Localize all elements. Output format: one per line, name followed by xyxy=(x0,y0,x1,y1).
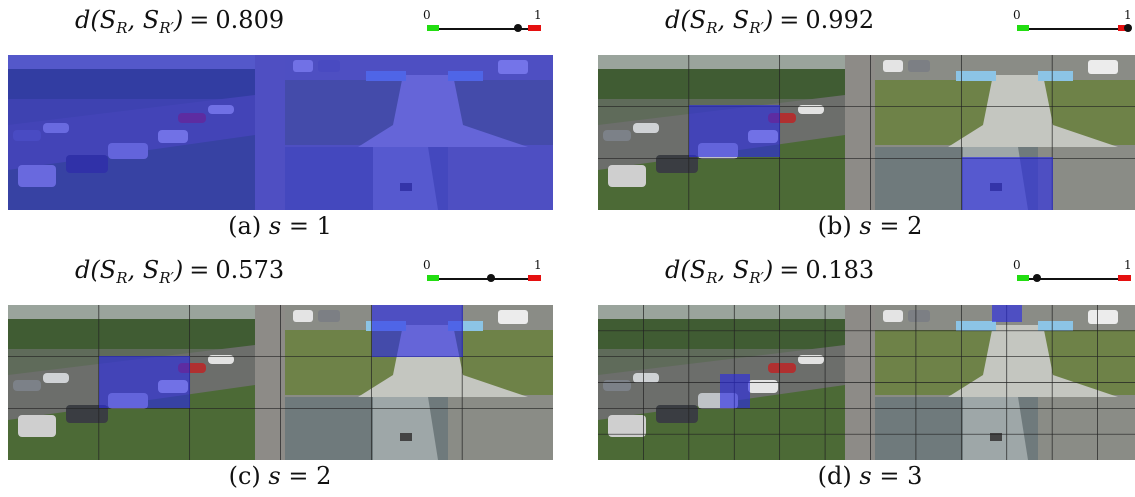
scale-line xyxy=(427,28,539,30)
score-scale: 0 1 xyxy=(1010,8,1135,38)
scale-max-label: 1 xyxy=(1124,8,1132,22)
distance-value: 0.992 xyxy=(805,6,875,34)
panel-c: d(SR, SR′) = 0.573 0 1 (c) s = 2 xyxy=(5,250,555,495)
scale-bad-segment xyxy=(528,25,541,31)
scale-min-label: 0 xyxy=(1013,8,1021,22)
scale-bad-segment xyxy=(528,275,541,281)
distance-value: 0.573 xyxy=(215,256,285,284)
score-marker xyxy=(487,274,496,282)
subfigure-caption: (c) s = 2 xyxy=(228,462,332,490)
scale-max-label: 1 xyxy=(1124,258,1132,272)
distance-formula: d(SR, SR′) = 0.573 xyxy=(75,256,285,287)
score-scale: 0 1 xyxy=(1010,258,1135,288)
panel-b: d(SR, SR′) = 0.992 0 1 (b) s = 2 xyxy=(595,0,1135,245)
scale-line xyxy=(1017,28,1129,30)
distance-formula: d(SR, SR′) = 0.992 xyxy=(665,6,875,37)
distance-value: 0.809 xyxy=(215,6,285,34)
distance-value: 0.183 xyxy=(805,256,875,284)
score-scale: 0 1 xyxy=(420,8,545,38)
scale-min-label: 0 xyxy=(423,258,431,272)
subfigure-caption: (b) s = 2 xyxy=(817,212,923,240)
scene-image xyxy=(598,55,1135,210)
scene-image xyxy=(8,305,553,460)
scale-max-label: 1 xyxy=(534,8,542,22)
scale-line xyxy=(427,278,539,280)
score-scale: 0 1 xyxy=(420,258,545,288)
subfigure-caption: (d) s = 3 xyxy=(817,462,923,490)
scale-min-label: 0 xyxy=(1013,258,1021,272)
scale-bad-segment xyxy=(1118,275,1131,281)
subfigure-caption: (a) s = 1 xyxy=(228,212,332,240)
scale-good-segment xyxy=(1017,275,1029,281)
scale-good-segment xyxy=(427,275,439,281)
score-marker xyxy=(1033,274,1042,282)
panel-a: d(SR, SR′) = 0.809 0 1 (a) s = 1 xyxy=(5,0,555,245)
scale-line xyxy=(1017,278,1129,280)
panel-d: d(SR, SR′) = 0.183 0 1 (d) s = 3 xyxy=(595,250,1135,495)
score-marker xyxy=(513,24,522,32)
scale-min-label: 0 xyxy=(423,8,431,22)
scene-image xyxy=(598,305,1135,460)
score-marker xyxy=(1124,24,1133,32)
scale-good-segment xyxy=(427,25,439,31)
distance-formula: d(SR, SR′) = 0.183 xyxy=(665,256,875,287)
scale-good-segment xyxy=(1017,25,1029,31)
distance-formula: d(SR, SR′) = 0.809 xyxy=(75,6,285,37)
scale-max-label: 1 xyxy=(534,258,542,272)
scene-image xyxy=(8,55,553,210)
